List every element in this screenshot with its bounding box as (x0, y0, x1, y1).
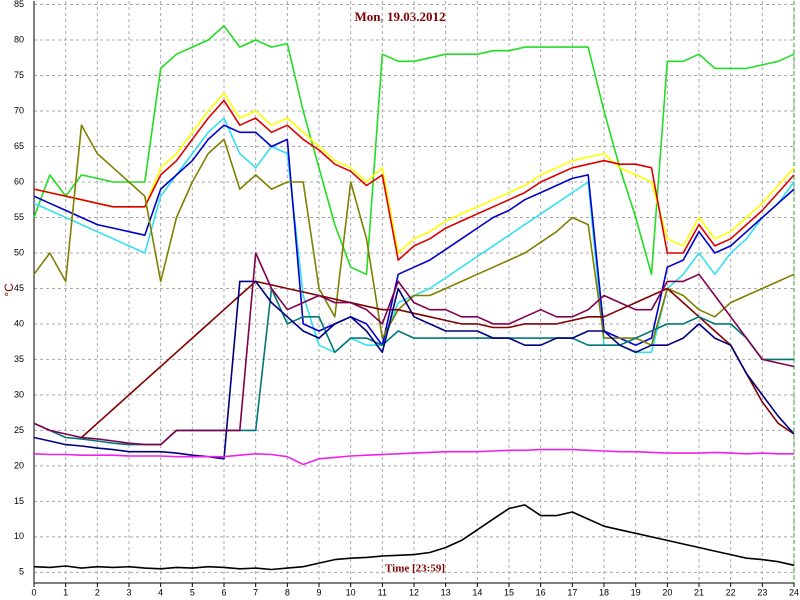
series-line (33, 448, 794, 466)
x-tick-label: 3 (126, 587, 131, 597)
x-tick-label: 4 (158, 587, 163, 597)
x-tick-label: 18 (599, 587, 609, 597)
x-tick-label: 2 (95, 587, 100, 597)
annotation: Time [23:59] (385, 563, 445, 575)
x-tick-label: 10 (346, 587, 356, 597)
chart-title: Mon, 19.03.2012 (355, 9, 446, 24)
y-tick-label: 55 (14, 212, 24, 222)
x-tick-label: 14 (472, 587, 482, 597)
y-tick-label: 65 (14, 141, 24, 151)
y-tick-label: 75 (14, 70, 24, 80)
x-tick-label: 21 (694, 587, 704, 597)
y-tick-label: 50 (14, 247, 24, 257)
series-line (33, 252, 795, 446)
x-tick-label: 15 (504, 587, 514, 597)
x-tick-label: 6 (221, 587, 226, 597)
x-tick-label: 24 (789, 587, 799, 597)
series-line (33, 92, 795, 254)
series-line (33, 124, 795, 346)
y-tick-label: 30 (14, 389, 24, 399)
x-tick-label: 5 (190, 587, 195, 597)
y-tick-label: 25 (14, 425, 24, 435)
x-tick-label: 23 (757, 587, 767, 597)
y-tick-label: 70 (14, 105, 24, 115)
series-line (33, 504, 795, 571)
y-tick-label: 60 (14, 176, 24, 186)
series-line (80, 280, 795, 439)
y-tick-label: 5 (19, 567, 24, 577)
x-tick-label: 9 (316, 587, 321, 597)
y-tick-label: 40 (14, 318, 24, 328)
lines (33, 25, 795, 571)
series-line (33, 99, 795, 261)
series-line (33, 280, 795, 460)
x-tick-label: 19 (631, 587, 641, 597)
x-tick-label: 11 (378, 587, 387, 597)
x-tick-label: 13 (441, 587, 451, 597)
x-tick-label: 20 (662, 587, 672, 597)
y-tick-label: 15 (14, 496, 24, 506)
x-tick-label: 17 (567, 587, 577, 597)
x-tick-label: 1 (63, 587, 68, 597)
series-line (33, 25, 795, 276)
y-axis-label: °C (2, 283, 16, 297)
y-tick-label: 35 (14, 354, 24, 364)
x-tick-label: 22 (726, 587, 736, 597)
y-tick-label: 20 (14, 460, 24, 470)
y-tick-label: 80 (14, 34, 24, 44)
x-tick-label: 8 (285, 587, 290, 597)
y-tick-label: 85 (14, 0, 24, 9)
x-tick-label: 12 (409, 587, 419, 597)
y-tick-label: 45 (14, 283, 24, 293)
y-tick-label: 10 (14, 531, 24, 541)
x-tick-label: 7 (253, 587, 258, 597)
x-tick-label: 16 (536, 587, 546, 597)
x-tick-label: 0 (31, 587, 36, 597)
